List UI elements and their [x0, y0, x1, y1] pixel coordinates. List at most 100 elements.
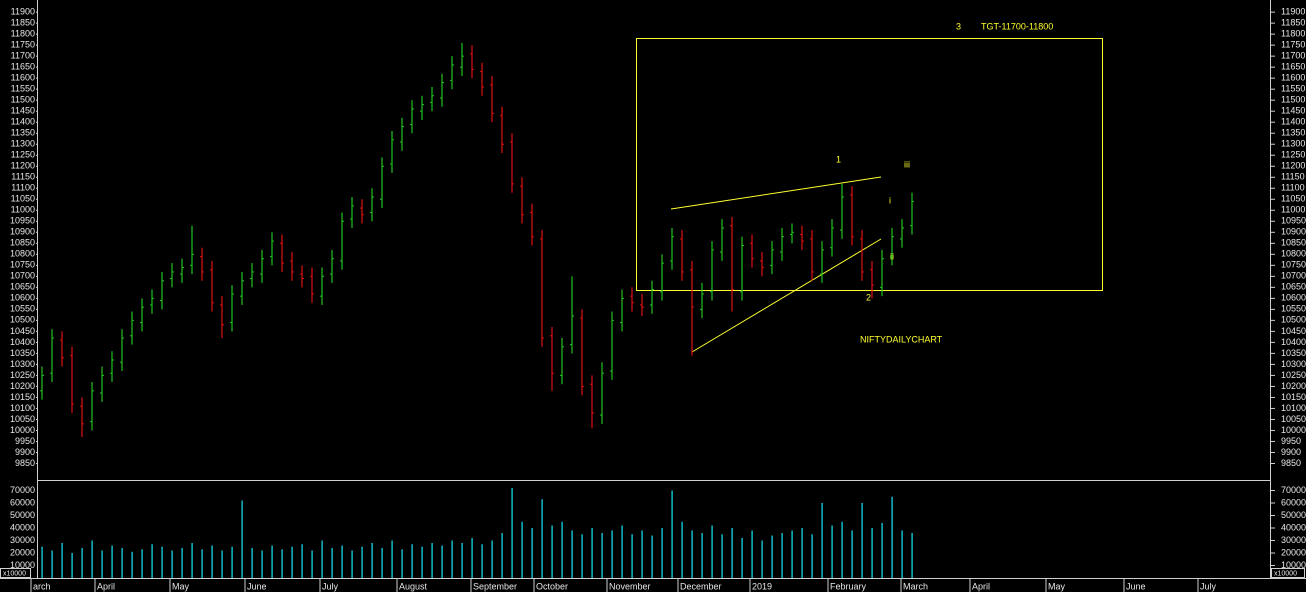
- volume-bar: [551, 525, 553, 578]
- volume-bar: [411, 544, 413, 578]
- volume-bar: [311, 550, 313, 578]
- volume-bar: [881, 523, 883, 578]
- y-tick-label: 11550: [1281, 84, 1305, 94]
- volume-bar: [861, 503, 863, 578]
- volume-bar: [541, 499, 543, 578]
- x-tick-label: June: [247, 581, 267, 591]
- y-tick-label: 9900: [15, 447, 35, 457]
- y-tick-label: 70000: [1281, 485, 1306, 495]
- y-tick-label: 11450: [1281, 106, 1305, 116]
- y-tick-label: 50000: [10, 510, 35, 520]
- volume-bar: [581, 534, 583, 578]
- volume-bar: [91, 540, 93, 578]
- volume-bar: [751, 530, 753, 578]
- y-tick-label: 60000: [1281, 497, 1306, 507]
- volume-bar: [701, 533, 703, 578]
- volume-bar: [841, 521, 843, 578]
- volume-bar: [711, 525, 713, 578]
- volume-bar: [281, 549, 283, 578]
- volume-unit-label: x10000: [3, 570, 26, 577]
- annotation: NIFTYDAILYCHART: [860, 334, 943, 344]
- x-tick-label: September: [473, 581, 517, 591]
- y-tick-label: 10000: [10, 560, 35, 570]
- annotation: 3: [956, 21, 961, 31]
- x-tick-label: November: [609, 581, 651, 591]
- y-tick-label: 11200: [11, 161, 35, 171]
- volume-bar: [381, 548, 383, 578]
- y-tick-label: 11500: [11, 95, 35, 105]
- volume-bar: [781, 533, 783, 578]
- y-tick-label: 11650: [11, 62, 35, 72]
- volume-bar: [121, 548, 123, 578]
- y-tick-label: 10000: [10, 425, 35, 435]
- volume-bar: [501, 533, 503, 578]
- y-tick-label: 9900: [1281, 447, 1301, 457]
- volume-bar: [821, 503, 823, 578]
- volume-bar: [611, 530, 613, 578]
- y-tick-label: 11300: [11, 139, 35, 149]
- volume-bar: [681, 521, 683, 578]
- annotation: 1: [836, 154, 841, 164]
- volume-bar: [111, 545, 113, 578]
- volume-bar: [301, 544, 303, 578]
- y-tick-label: 10950: [10, 216, 35, 226]
- y-tick-label: 10100: [10, 403, 35, 413]
- y-tick-label: 10850: [1281, 238, 1306, 248]
- volume-bar: [321, 540, 323, 578]
- annotation: 2: [866, 292, 871, 302]
- volume-bar: [391, 540, 393, 578]
- y-tick-label: 10100: [1281, 403, 1306, 413]
- y-tick-label: 11800: [1281, 29, 1305, 39]
- volume-bar: [791, 530, 793, 578]
- volume-bar: [401, 549, 403, 578]
- y-tick-label: 11350: [11, 128, 35, 138]
- y-tick-label: 11150: [1281, 172, 1305, 182]
- y-tick-label: 10350: [10, 348, 35, 358]
- volume-bar: [441, 545, 443, 578]
- y-tick-label: 10600: [10, 293, 35, 303]
- y-tick-label: 10500: [10, 315, 35, 325]
- y-tick-label: 11900: [1281, 6, 1305, 16]
- y-tick-label: 11000: [11, 205, 35, 215]
- y-tick-label: 11700: [1281, 51, 1305, 61]
- volume-bar: [131, 551, 133, 578]
- y-tick-label: 10750: [10, 260, 35, 270]
- x-tick-label: February: [830, 581, 867, 591]
- x-tick-label: May: [172, 581, 190, 591]
- volume-bar: [261, 550, 263, 578]
- upper-trendline: [670, 176, 882, 210]
- y-tick-label: 30000: [10, 535, 35, 545]
- volume-bar: [211, 545, 213, 578]
- y-tick-label: 11850: [11, 17, 35, 27]
- volume-bar: [591, 528, 593, 578]
- volume-bar: [151, 544, 153, 578]
- volume-bar: [351, 550, 353, 578]
- volume-bar: [171, 550, 173, 578]
- volume-bar: [101, 550, 103, 578]
- y-tick-label: 11800: [11, 29, 35, 39]
- y-tick-label: 11350: [1281, 128, 1305, 138]
- volume-bar: [801, 528, 803, 578]
- volume-bar: [191, 543, 193, 578]
- volume-bar: [451, 540, 453, 578]
- y-tick-label: 11600: [11, 73, 35, 83]
- y-tick-label: 9950: [1281, 436, 1301, 446]
- volume-bar: [521, 521, 523, 578]
- x-tick-label: 2019: [752, 581, 772, 591]
- volume-bar: [571, 530, 573, 578]
- volume-bar: [761, 540, 763, 578]
- y-tick-label: 10700: [10, 271, 35, 281]
- y-tick-label: 40000: [1281, 522, 1306, 532]
- volume-bar: [421, 546, 423, 578]
- volume-bar: [371, 543, 373, 578]
- y-tick-label: 9850: [15, 458, 35, 468]
- volume-bar: [241, 500, 243, 578]
- x-tick-label: April: [97, 581, 115, 591]
- volume-bar: [271, 545, 273, 578]
- volume-bar: [221, 550, 223, 578]
- y-tick-label: 10050: [10, 414, 35, 424]
- x-tick-label: May: [1048, 581, 1066, 591]
- volume-bar: [471, 538, 473, 578]
